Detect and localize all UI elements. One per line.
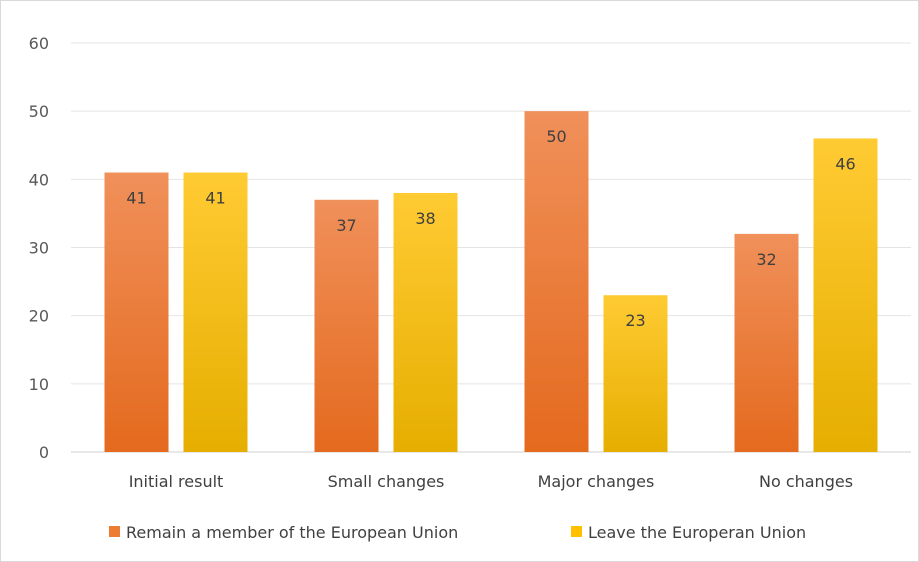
legend-label: Remain a member of the European Union [126, 523, 458, 542]
bar-leave [393, 192, 458, 452]
category-label: Small changes [328, 472, 445, 491]
bar-leave [183, 172, 248, 452]
bar-leave [603, 295, 668, 452]
data-label: 41 [126, 189, 146, 208]
data-label: 32 [756, 250, 776, 269]
data-label: 46 [835, 154, 855, 173]
data-label: 23 [625, 311, 645, 330]
bar-remain [104, 172, 169, 452]
category-label: Initial result [129, 472, 224, 491]
legend-label: Leave the Europeran Union [588, 523, 806, 542]
bar-leave [813, 138, 878, 452]
y-tick-label: 10 [29, 375, 49, 394]
legend-swatch [109, 526, 120, 537]
data-label: 50 [546, 127, 566, 146]
legend: Remain a member of the European Union Lea… [109, 523, 806, 542]
data-labels: 41 41 37 38 50 23 32 46 [126, 127, 855, 330]
y-tick-label: 60 [29, 34, 49, 53]
category-label: No changes [759, 472, 853, 491]
legend-swatch [571, 526, 582, 537]
y-tick-label: 40 [29, 170, 49, 189]
data-label: 37 [336, 216, 356, 235]
bars [104, 111, 878, 453]
y-axis-ticks: 0 10 20 30 40 50 60 [29, 34, 49, 462]
x-axis-categories: Initial result Small changes Major changes… [129, 472, 853, 491]
data-label: 41 [205, 189, 225, 208]
bar-remain [524, 111, 589, 453]
y-tick-label: 50 [29, 102, 49, 121]
y-tick-label: 30 [29, 239, 49, 258]
y-tick-label: 0 [39, 443, 49, 462]
y-tick-label: 20 [29, 307, 49, 326]
data-label: 38 [415, 209, 435, 228]
bar-remain [314, 199, 379, 452]
category-label: Major changes [538, 472, 655, 491]
bar-remain [734, 233, 799, 452]
